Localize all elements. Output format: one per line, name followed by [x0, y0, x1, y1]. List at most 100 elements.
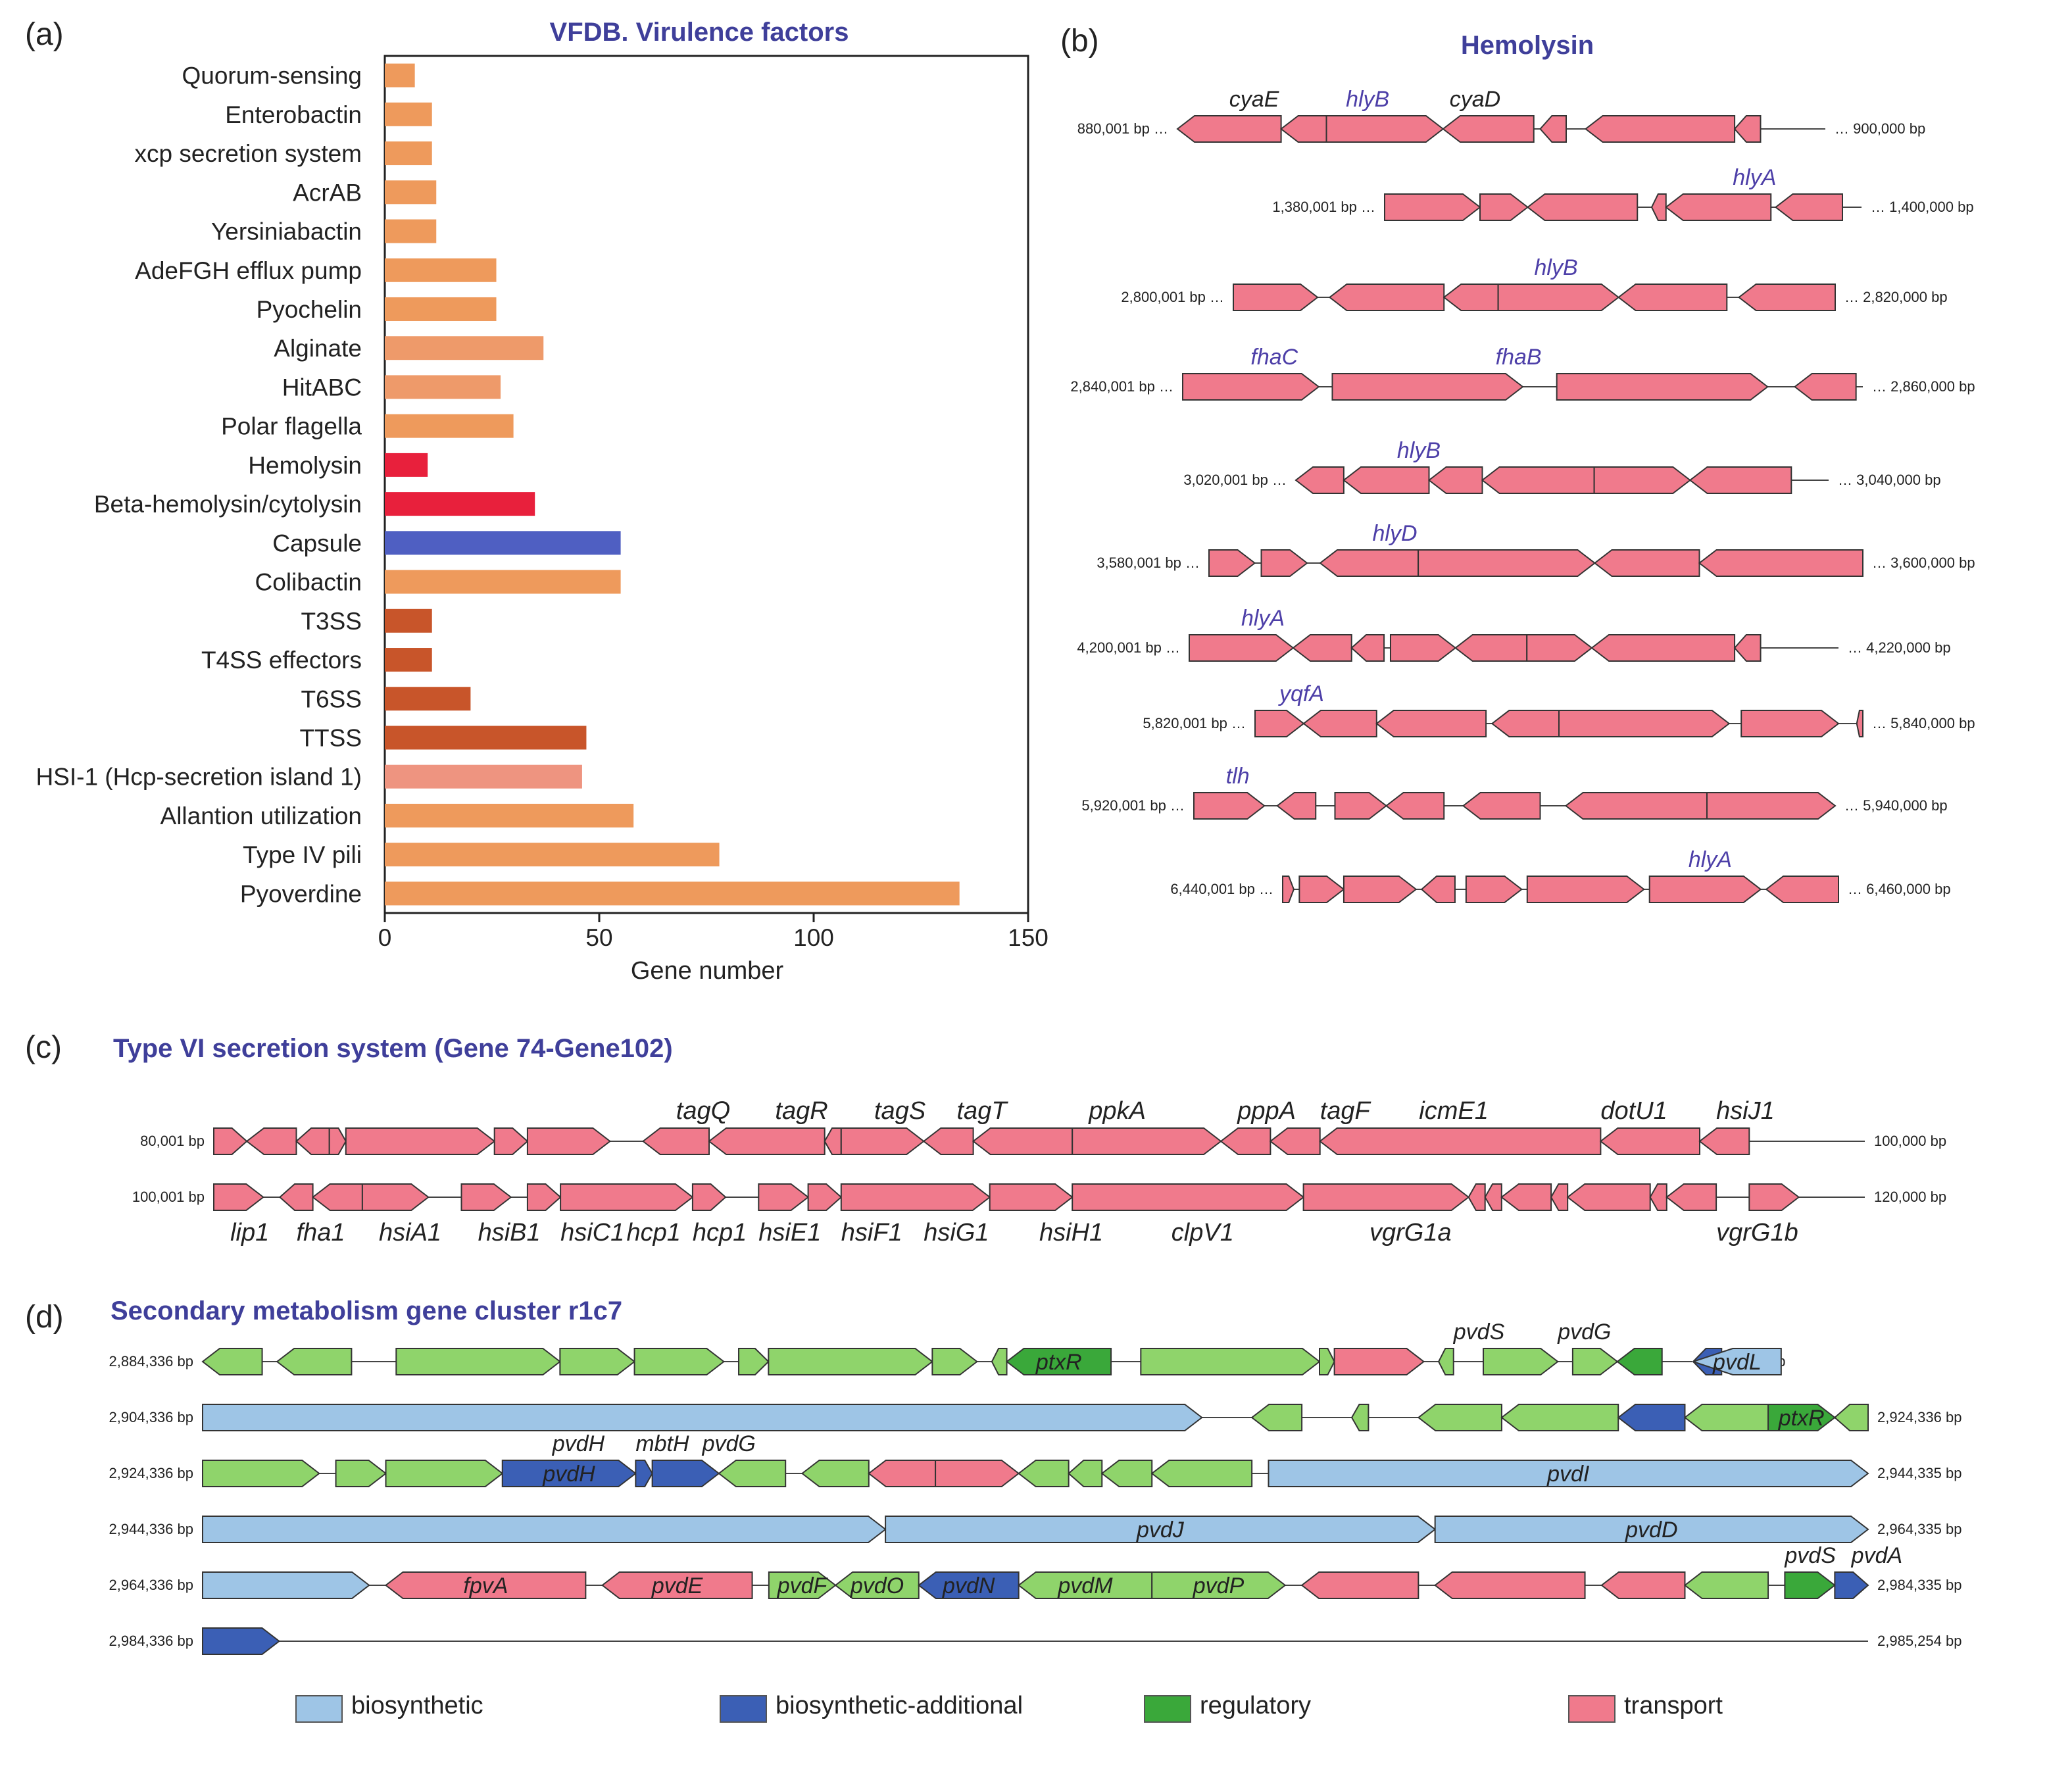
gene-label: pvdF	[777, 1573, 829, 1598]
gene-arrow	[1833, 1404, 1869, 1431]
gene-label: pvdL	[1712, 1350, 1762, 1375]
gene-arrow	[1193, 792, 1266, 820]
gene-name: hsiF1	[841, 1219, 902, 1247]
gene-arrow	[1385, 792, 1445, 820]
gene-name: icmE1	[1419, 1097, 1489, 1125]
gene-arrow	[1648, 876, 1762, 903]
gene-arrow	[1250, 1404, 1303, 1431]
gene-arrow	[1462, 792, 1541, 820]
gene-arrow	[1072, 1183, 1305, 1211]
gene-arrow	[526, 1127, 612, 1155]
gene-name: tagF	[1320, 1097, 1371, 1125]
gene-map-c: 80,001 bp 100,000 bp tagQ tagR tagS tagT ppkA p…	[132, 1097, 1946, 1247]
gene-arrow	[1375, 710, 1487, 737]
gene-arrow	[213, 1183, 264, 1211]
legend-label: regulatory	[1200, 1692, 1311, 1719]
x-tick-label: 100	[793, 924, 834, 951]
gene-arrow	[1302, 1183, 1470, 1211]
gene-arrow	[1350, 1404, 1369, 1431]
category-label: Pyoverdine	[240, 880, 362, 907]
gene-arrow	[651, 1460, 720, 1487]
gene-arrow	[1500, 1404, 1619, 1431]
gene-arrow	[1481, 466, 1595, 494]
bar	[385, 881, 960, 906]
bar	[385, 803, 634, 827]
gene-arrow	[635, 1460, 653, 1487]
gene-arrow	[1325, 115, 1444, 143]
gene-name: tagR	[775, 1097, 827, 1125]
gene-name: hsiJ1	[1716, 1097, 1775, 1125]
x-tick-label: 50	[585, 924, 612, 951]
gene-arrow	[361, 1183, 430, 1211]
gene-arrow	[1434, 1516, 1869, 1543]
gene-arrow	[1295, 466, 1344, 494]
gene-arrow	[1268, 1460, 1869, 1487]
track-end-label: … 900,000 bp	[1835, 120, 1925, 137]
gene-arrow	[1526, 193, 1639, 221]
bar	[385, 492, 535, 516]
track-start-label: 1,380,001 bp …	[1272, 199, 1375, 215]
legend-swatch	[295, 1695, 343, 1723]
gene-arrow	[1479, 193, 1529, 221]
bar	[385, 687, 471, 711]
track-start-label: 4,200,001 bp …	[1077, 639, 1180, 656]
gene-arrow	[1593, 466, 1692, 494]
gene-name: pvdH	[552, 1431, 605, 1456]
track-start-label: 2,884,336 bp	[109, 1353, 193, 1370]
gene-arrow	[395, 1348, 562, 1375]
gene-arrow	[1260, 549, 1308, 577]
gene-arrow	[1683, 1571, 1769, 1599]
track-end-label: 100,000 bp	[1874, 1133, 1946, 1149]
gene-name: pppA	[1237, 1097, 1296, 1125]
gene-name: hsiH1	[1039, 1219, 1103, 1247]
gene-arrow	[824, 1127, 842, 1155]
gene-arrow	[1068, 1460, 1103, 1487]
category-label: Alginate	[274, 335, 362, 362]
gene-arrow	[1176, 115, 1282, 143]
legend-label: transport	[1624, 1692, 1723, 1719]
gene-arrow	[1465, 876, 1523, 903]
gene-arrow	[1571, 1348, 1619, 1375]
gene-arrow	[1617, 284, 1728, 311]
gene-name: pvdS	[1453, 1320, 1505, 1345]
gene-arrow	[1593, 549, 1700, 577]
track-end-label: … 6,460,000 bp	[1848, 881, 1951, 897]
gene-arrow	[1454, 634, 1528, 662]
category-label: Beta-hemolysin/cytolysin	[94, 491, 362, 518]
gene-arrow	[1350, 634, 1385, 662]
track-end-label: … 1,400,000 bp	[1871, 199, 1974, 215]
gene-arrow	[1331, 373, 1524, 401]
gene-arrow	[1550, 1183, 1569, 1211]
gene-name: fhaB	[1496, 345, 1542, 370]
bar	[385, 102, 432, 126]
gene-arrow	[1599, 1127, 1700, 1155]
gene-label: pvdN	[942, 1573, 995, 1598]
gene-arrow	[1484, 1183, 1502, 1211]
gene-arrow	[807, 1183, 843, 1211]
gene-arrow	[991, 1348, 1008, 1375]
gene-arrow	[1182, 373, 1320, 401]
track-end-label: … 3,040,000 bp	[1838, 472, 1941, 488]
gene-name: fhaC	[1250, 345, 1298, 370]
gene-name: tagS	[874, 1097, 925, 1125]
category-label: Polar flagella	[221, 413, 362, 440]
gene-arrow	[972, 1127, 1073, 1155]
gene-arrow	[1566, 1183, 1651, 1211]
gene-arrow	[1733, 634, 1762, 662]
gene-arrow	[1683, 1404, 1769, 1431]
gene-label: ptxR	[1035, 1350, 1082, 1375]
gene-arrow	[1442, 115, 1535, 143]
gene-arrow	[501, 1460, 637, 1487]
category-label: T6SS	[301, 685, 362, 712]
gene-label: fpvA	[463, 1573, 508, 1598]
gene-arrow	[1233, 284, 1319, 311]
bar	[385, 63, 415, 87]
gene-arrow	[1269, 1127, 1321, 1155]
gene-label: pvdE	[651, 1573, 703, 1598]
legend-label: biosynthetic-additional	[776, 1692, 1023, 1719]
gene-arrow	[1665, 1183, 1717, 1211]
gene-arrow	[1434, 1571, 1586, 1599]
gene-arrow	[1282, 876, 1295, 903]
gene-arrow	[328, 1127, 347, 1155]
category-label: HitABC	[282, 374, 362, 401]
